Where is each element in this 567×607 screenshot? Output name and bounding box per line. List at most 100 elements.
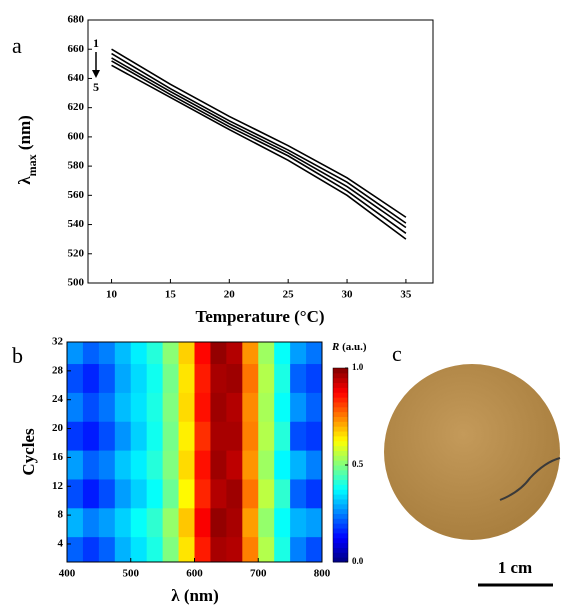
heat-cell	[130, 479, 148, 509]
annotation: 5	[93, 80, 99, 94]
colorbar-step	[333, 460, 348, 466]
heat-cell	[242, 342, 259, 365]
colorbar-step	[333, 416, 348, 422]
heat-cell	[114, 479, 132, 509]
heat-cell	[306, 507, 323, 538]
heat-cell	[242, 450, 259, 480]
heat-cell	[82, 363, 100, 393]
scale-bar-label: 1 cm	[498, 558, 532, 577]
y-tick-label: 20	[52, 422, 64, 434]
x-tick-label: 10	[106, 289, 118, 301]
heat-cell	[82, 421, 100, 451]
y-tick-label: 24	[52, 393, 64, 405]
heat-cell	[67, 536, 84, 563]
heat-cell	[306, 342, 323, 365]
heat-cell	[114, 342, 132, 365]
heat-cell	[226, 507, 243, 538]
heat-cell	[114, 421, 132, 451]
colorbar-unit: (a.u.)	[339, 341, 367, 353]
heat-cell	[98, 363, 116, 393]
heat-cell	[306, 536, 323, 563]
heat-cell	[258, 450, 275, 480]
heat-cell	[114, 450, 132, 480]
colorbar-step	[333, 518, 348, 524]
colorbar-step	[333, 494, 348, 500]
heat-cell	[98, 479, 116, 509]
colorbar-step	[333, 479, 348, 485]
heat-cell	[146, 421, 164, 451]
x-tick-label: 400	[59, 568, 76, 580]
line-series	[111, 60, 407, 234]
heat-cell	[242, 392, 259, 422]
colorbar-step	[333, 537, 348, 544]
colorbar-step	[333, 445, 348, 451]
heat-cell	[130, 421, 148, 451]
y-label-symbol: λ	[15, 176, 34, 185]
y-tick-label: 600	[68, 130, 85, 142]
colorbar-step	[333, 513, 348, 519]
heat-cell	[162, 363, 179, 393]
heat-cell	[67, 421, 84, 451]
colorbar-step	[333, 547, 348, 553]
heat-cell	[67, 479, 84, 509]
heat-cell	[98, 421, 116, 451]
heat-cell	[290, 363, 307, 393]
heat-cell	[130, 507, 148, 538]
heat-cell	[178, 421, 195, 451]
heat-cell	[274, 536, 291, 563]
heat-cell	[114, 392, 132, 422]
heat-cell	[306, 363, 323, 393]
heat-cell	[194, 450, 211, 480]
heat-cell	[82, 450, 100, 480]
heat-cell	[178, 450, 195, 480]
heat-cell	[146, 342, 164, 365]
colorbar-step	[333, 542, 348, 548]
colorbar-step	[333, 368, 348, 374]
heat-cell	[130, 536, 148, 563]
heat-cell	[98, 507, 116, 538]
heat-cell	[306, 479, 323, 509]
heat-cell	[258, 479, 275, 509]
heat-cell	[210, 479, 227, 509]
y-tick-label: 16	[52, 451, 64, 463]
colorbar-step	[333, 431, 348, 437]
y-tick-label: 640	[68, 72, 85, 84]
y-tick-label: 4	[58, 537, 64, 549]
colorbar-step	[333, 489, 348, 495]
colorbar-step	[333, 387, 348, 393]
colorbar-step	[333, 421, 348, 427]
heat-cell	[162, 421, 179, 451]
heat-cell	[98, 536, 116, 563]
heat-cell	[146, 479, 164, 509]
colorbar-step	[333, 406, 348, 413]
x-tick-label: 35	[400, 289, 412, 301]
panel-label: a	[12, 33, 22, 58]
heat-cell	[67, 507, 84, 538]
line-series	[111, 48, 407, 218]
heat-cell	[290, 536, 307, 563]
x-tick-label: 15	[165, 289, 177, 301]
heat-cell	[98, 450, 116, 480]
heat-cell	[194, 421, 211, 451]
heat-cell	[178, 392, 195, 422]
y-tick-label: 680	[68, 14, 85, 26]
heat-cell	[210, 363, 227, 393]
colorbar-step	[333, 372, 348, 379]
heat-cell	[178, 507, 195, 538]
heat-cell	[290, 450, 307, 480]
heat-cell	[146, 392, 164, 422]
heat-cell	[274, 342, 291, 365]
heat-cell	[178, 342, 195, 365]
colorbar-step	[333, 552, 348, 558]
line-series	[111, 52, 407, 224]
x-tick-label: 700	[250, 568, 267, 580]
heat-cell	[82, 392, 100, 422]
colorbar-step	[333, 426, 348, 432]
heat-cell	[67, 450, 84, 480]
annotation: 1	[93, 36, 99, 50]
heat-cell	[274, 392, 291, 422]
y-tick-label: 620	[68, 101, 85, 113]
heat-cell	[290, 479, 307, 509]
heat-cell	[210, 450, 227, 480]
heat-cell	[226, 363, 243, 393]
